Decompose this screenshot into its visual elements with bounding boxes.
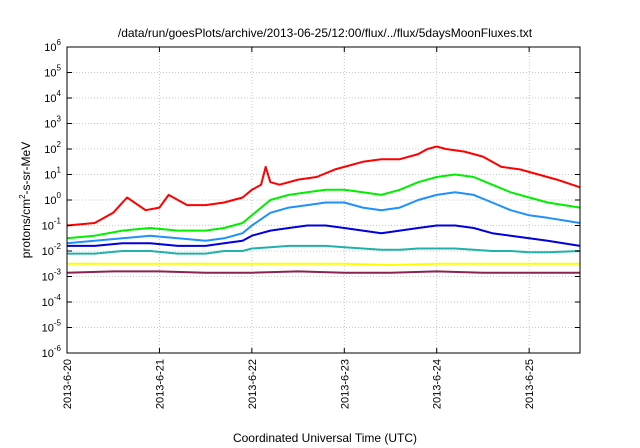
y-tick-exponent: -1 xyxy=(54,217,62,226)
chart-title: /data/run/goesPlots/archive/2013-06-25/1… xyxy=(118,26,533,40)
y-tick-exponent: -6 xyxy=(54,344,62,353)
series-line-3 xyxy=(66,191,581,245)
y-tick-label: 10-1 xyxy=(42,217,62,233)
y-tick-label: 100 xyxy=(44,191,61,207)
y-tick-base: 10 xyxy=(42,323,54,335)
grid xyxy=(67,47,580,353)
x-tick-label: 2013-6-25 xyxy=(524,359,536,409)
y-tick-label: 10-5 xyxy=(42,319,62,335)
y-tick-base: 10 xyxy=(42,221,54,233)
y-tick-label: 10-2 xyxy=(42,242,62,258)
y-tick-label: 103 xyxy=(44,115,61,131)
y-tick-exponent: 5 xyxy=(57,64,62,73)
y-tick-base: 10 xyxy=(44,119,56,131)
y-tick-label: 101 xyxy=(44,166,61,182)
y-tick-label: 105 xyxy=(44,64,61,80)
y-tick-label: 102 xyxy=(44,140,61,156)
series-line-4 xyxy=(67,224,581,247)
y-tick-label: 10-6 xyxy=(42,344,62,360)
y-tick-exponent: 3 xyxy=(57,115,62,124)
x-axis: 2013-6-20 2013-6-21 2013-6-22 2013-6-23 2013… xyxy=(62,47,536,409)
y-axis-label: protons/cm2-s-sr-MeV xyxy=(18,142,33,258)
y-tick-base: 10 xyxy=(44,68,56,80)
y-tick-label: 10-4 xyxy=(42,293,62,309)
x-tick-label: 2013-6-21 xyxy=(154,359,166,409)
y-tick-exponent: -5 xyxy=(54,319,62,328)
y-tick-label: 106 xyxy=(44,38,61,54)
x-tick-label: 2013-6-23 xyxy=(339,359,351,409)
y-tick-exponent: -2 xyxy=(54,242,62,251)
x-axis-label: Coordinated Universal Time (UTC) xyxy=(233,431,417,445)
y-axis: 10-610-510-410-310-210-11001011021031041… xyxy=(42,38,580,360)
y-tick-exponent: 6 xyxy=(57,38,62,47)
y-tick-exponent: 0 xyxy=(57,191,62,200)
y-tick-base: 10 xyxy=(42,297,54,309)
y-axis-label-prefix: protons/cm xyxy=(19,199,33,258)
y-tick-label: 104 xyxy=(44,89,61,105)
y-tick-base: 10 xyxy=(44,144,56,156)
y-tick-exponent: 1 xyxy=(57,166,62,175)
series-line-7 xyxy=(66,270,580,274)
x-tick-label: 2013-6-22 xyxy=(247,359,259,409)
y-tick-base: 10 xyxy=(42,348,54,360)
y-axis-label-suffix: -s-sr-MeV xyxy=(19,142,33,195)
series-line-6 xyxy=(67,262,580,266)
x-tick-label: 2013-6-20 xyxy=(62,359,74,409)
plot-frame xyxy=(66,46,581,354)
y-tick-base: 10 xyxy=(44,93,56,105)
y-tick-exponent: 4 xyxy=(57,89,62,98)
y-tick-exponent: -4 xyxy=(54,293,62,302)
series-line-2 xyxy=(66,173,581,240)
series-group xyxy=(66,145,581,274)
series-line-1 xyxy=(66,145,581,227)
y-tick-base: 10 xyxy=(42,272,54,284)
y-tick-base: 10 xyxy=(44,195,56,207)
y-tick-base: 10 xyxy=(42,246,54,258)
y-tick-base: 10 xyxy=(44,170,56,182)
y-tick-exponent: 2 xyxy=(57,140,62,149)
y-tick-base: 10 xyxy=(44,42,56,54)
y-tick-label: 10-3 xyxy=(42,268,62,284)
x-tick-label: 2013-6-24 xyxy=(432,359,444,409)
y-axis-label-superscript: 2 xyxy=(18,194,27,199)
y-tick-exponent: -3 xyxy=(54,268,62,277)
series-line-5 xyxy=(67,244,581,255)
